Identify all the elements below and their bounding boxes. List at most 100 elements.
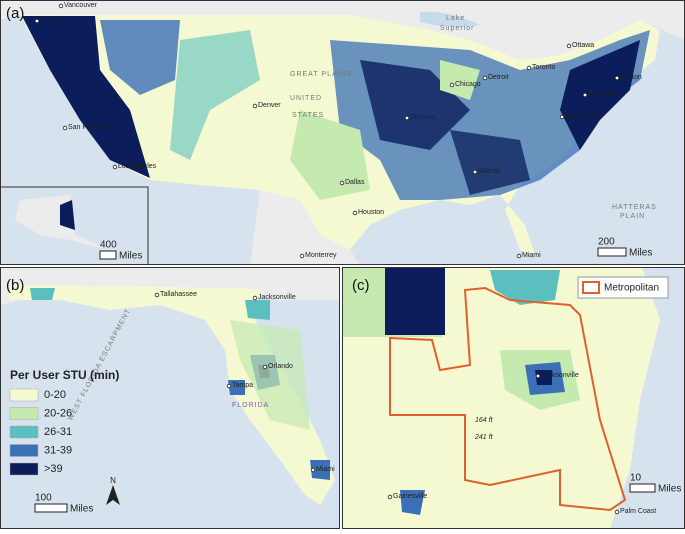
place-label: Vancouver <box>64 2 98 9</box>
northwest-mid <box>100 20 180 95</box>
legend-swatch <box>9 388 39 402</box>
panel-a: (a) Vancouver Seattle San Francisco Los Ange… <box>0 0 685 265</box>
panhandle-mid <box>30 288 55 300</box>
place-dot <box>387 494 393 500</box>
legend-swatch <box>9 462 39 476</box>
place-dot <box>339 180 345 186</box>
place-label: Chicago <box>455 81 481 88</box>
legend-swatch <box>9 444 39 457</box>
place-dot <box>299 253 305 259</box>
place-dot <box>559 114 565 120</box>
scale-distance: 100 <box>35 493 52 504</box>
northeast-high <box>560 40 640 150</box>
place-dot <box>482 75 488 81</box>
place-label: Los Angeles <box>118 163 157 170</box>
place-dot <box>526 65 532 71</box>
west-coast-high <box>22 16 150 178</box>
place-dot <box>34 18 40 24</box>
map-feature: FLORIDA <box>232 402 269 409</box>
place-dot <box>62 125 68 131</box>
legend-label: 20-26 <box>44 407 72 419</box>
scale-unit: Miles <box>70 504 93 515</box>
north-arrow <box>106 485 120 505</box>
central-low <box>230 320 310 430</box>
map-feature: HATTERAS <box>612 204 657 211</box>
place-dot <box>262 364 268 370</box>
place-label: Orlando <box>268 363 293 370</box>
place-label: St Louis <box>410 114 436 121</box>
map-feature: PLAIN <box>620 213 645 220</box>
place-dot <box>58 3 64 9</box>
map-feature: GREAT PLAINS <box>290 71 352 78</box>
panel-b: (b) Tallahassee Jacksonville Orlando Tampa Mi… <box>0 267 340 529</box>
scale-bar <box>629 483 656 493</box>
place-label: Gainesville <box>393 493 427 500</box>
place-label: New York <box>588 91 618 98</box>
place-dot <box>154 292 160 298</box>
place-label: San Francisco <box>68 124 113 131</box>
gainesville-mid <box>400 490 425 515</box>
north-label: N <box>110 476 116 485</box>
legend-label: 26-31 <box>44 426 72 438</box>
place-label: Miami <box>522 252 541 259</box>
legend-label: Metropolitan <box>604 283 659 294</box>
panel-label: (a) <box>6 5 24 22</box>
map-feature: UNITED <box>290 95 322 102</box>
tampa-high <box>228 380 245 395</box>
place-dot <box>614 509 620 515</box>
place-label: Miami <box>316 466 335 473</box>
mountain-region <box>170 30 260 160</box>
ocean <box>610 267 685 529</box>
scale-unit: Miles <box>119 251 142 262</box>
place-label: Ottawa <box>572 42 594 49</box>
place-label: Tallahassee <box>160 291 197 298</box>
scale-distance: 10 <box>630 473 642 484</box>
scale-bar <box>99 250 117 260</box>
place-label: Boston <box>620 74 642 81</box>
panel-c: (c) Metropolitan Jacksonville Gainesville Pa… <box>342 267 685 529</box>
panel-label: (c) <box>352 277 370 294</box>
place-label: Tampa <box>232 382 253 389</box>
legend-label: >39 <box>44 463 63 475</box>
alaska-high <box>60 200 75 230</box>
place-label: Houston <box>358 209 384 216</box>
place-label: Detroit <box>488 74 509 81</box>
place-dot <box>252 103 258 109</box>
place-dot <box>472 169 478 175</box>
scale-bar <box>34 503 68 513</box>
plains-low <box>290 110 370 200</box>
place-label: Palm Coast <box>620 508 656 515</box>
jax-mid <box>245 300 270 320</box>
legend-label: 0-20 <box>44 389 66 401</box>
metro-boundary <box>389 286 627 512</box>
place-label: Washington <box>565 113 602 120</box>
mexico <box>250 190 360 265</box>
place-dot <box>566 43 572 49</box>
scale-distance: 200 <box>598 237 615 248</box>
map-feature: Lake <box>446 15 465 22</box>
place-dot <box>226 383 232 389</box>
place-dot <box>252 295 258 301</box>
scale-unit: Miles <box>658 484 681 495</box>
legend-title: Per User STU (min) <box>10 368 119 382</box>
place-dot <box>614 75 620 81</box>
place-dot <box>449 82 455 88</box>
southeast-high <box>450 130 530 195</box>
legend-label: 31-39 <box>44 444 72 456</box>
scale-unit: Miles <box>629 248 652 259</box>
place-dot <box>112 164 118 170</box>
place-label: Jacksonville <box>541 372 579 379</box>
north-mid <box>490 270 560 305</box>
place-dot <box>582 92 588 98</box>
place-dot <box>352 210 358 216</box>
legend-swatch <box>9 425 39 439</box>
map-feature: STATES <box>292 112 324 119</box>
place-label: Atlanta <box>478 168 500 175</box>
nw-high <box>385 267 445 335</box>
place-dot <box>516 253 522 259</box>
miami-high <box>310 460 330 480</box>
place-label: Jacksonville <box>258 294 296 301</box>
legend-box <box>577 276 669 299</box>
metro-swatch <box>582 281 600 294</box>
